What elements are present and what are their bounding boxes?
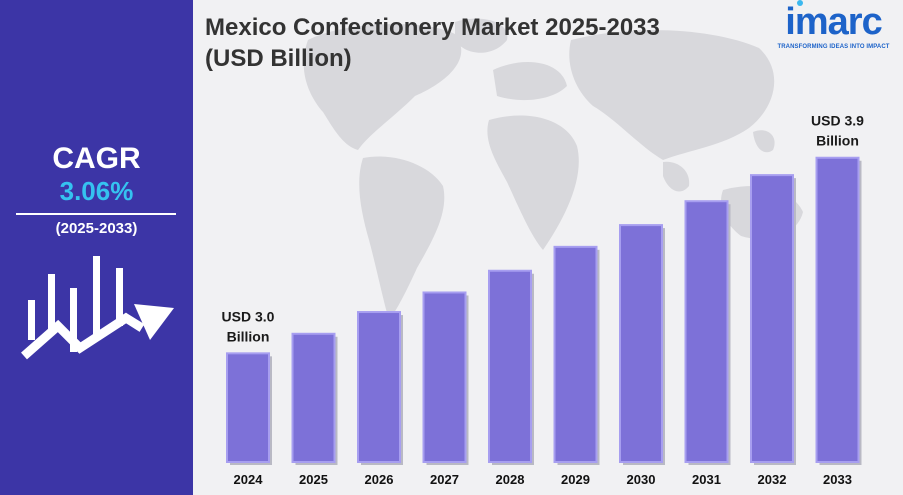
imarc-logo: imarc TRANSFORMING IDEAS INTO IMPACT (771, 0, 896, 56)
bar-2029 (553, 245, 598, 463)
bar-2033 (815, 156, 860, 463)
bar-2030 (619, 224, 663, 463)
x-tick-2028: 2028 (496, 472, 525, 487)
cagr-period: (2025-2033) (55, 220, 138, 237)
cagr-value: 3.06% (59, 176, 134, 206)
x-tick-2029: 2029 (561, 472, 590, 487)
x-tick-2025: 2025 (299, 472, 328, 487)
bar-2026 (357, 311, 401, 464)
sidebar-divider (16, 213, 176, 215)
bar-series (226, 156, 862, 465)
value-callouts: USD 3.0 Billion USD 3.9 Billion (222, 113, 865, 345)
x-tick-2030: 2030 (627, 472, 656, 487)
callout-2024-line-2: Billion (227, 328, 270, 344)
x-tick-2031: 2031 (692, 472, 721, 487)
chart-panel: Mexico Confectionery Market 2025-2033 (U… (193, 0, 903, 495)
bar-2024 (226, 352, 270, 464)
page-title: Mexico Confectionery Market 2025-2033 (U… (205, 14, 660, 72)
bar-2028 (488, 269, 532, 463)
x-tick-2032: 2032 (758, 472, 787, 487)
bar-2031 (684, 200, 729, 463)
logo-wordmark: imarc (785, 1, 882, 43)
bar-2027 (422, 291, 467, 464)
logo-dot-icon (797, 0, 803, 6)
x-tick-2033: 2033 (823, 472, 852, 487)
logo-tagline: TRANSFORMING IDEAS INTO IMPACT (777, 44, 890, 50)
bar-2032 (750, 174, 794, 463)
callout-2024-line-1: USD 3.0 (222, 308, 275, 324)
x-tick-2024: 2024 (234, 472, 264, 487)
callout-2033-line-1: USD 3.9 (811, 113, 864, 129)
x-tick-2027: 2027 (430, 472, 459, 487)
bar-chart: 2024 2025 2026 2027 2028 2029 2030 2031 2032 2033… (222, 113, 865, 487)
growth-chart-arrow-icon (21, 256, 174, 360)
x-axis-ticks: 2024 2025 2026 2027 2028 2029 2030 2031 2032 2033 (234, 472, 852, 487)
cagr-sidebar: CAGR 3.06% (2025-2033) (0, 0, 193, 495)
cagr-label: CAGR (52, 142, 141, 175)
bar-2025 (291, 332, 336, 464)
callout-2033-line-2: Billion (816, 133, 859, 149)
x-tick-2026: 2026 (365, 472, 394, 487)
